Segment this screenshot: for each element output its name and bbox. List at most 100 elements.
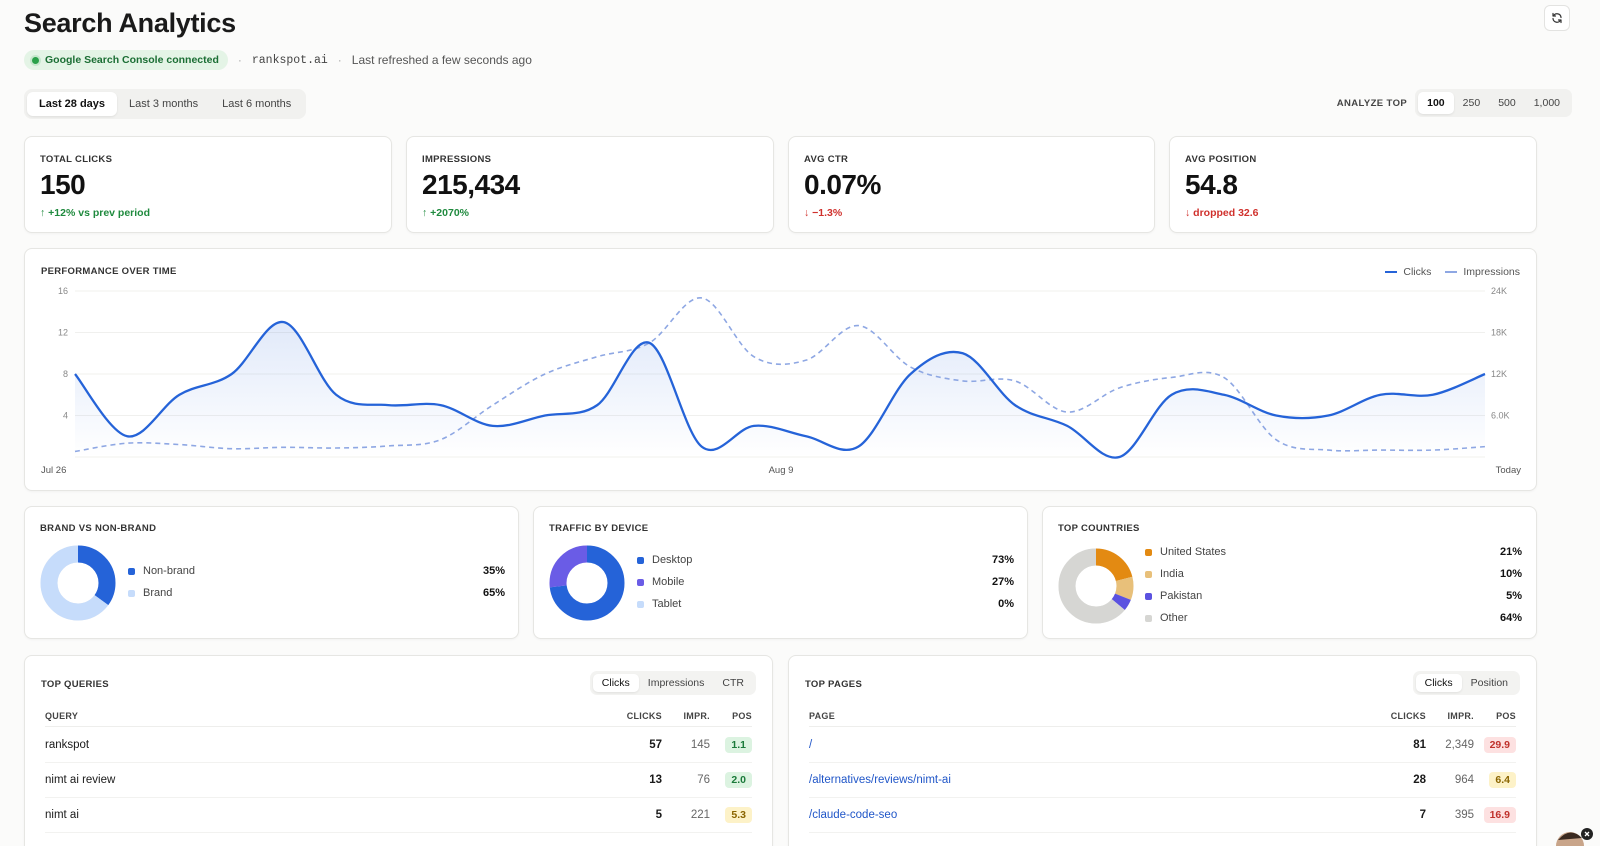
brand-legend: Non-brand 35% Brand 65% (128, 560, 505, 604)
clicks-area (75, 321, 1485, 458)
column-header-page[interactable]: PAGE (809, 711, 836, 721)
y-tick-label-left: 4 (63, 411, 68, 421)
kpi-card-impressions: IMPRESSIONS 215,434 ↑ +2070% (406, 136, 774, 233)
clicks-value: 7 (1419, 809, 1426, 821)
page-link[interactable]: /alternatives/reviews/nimt-ai (809, 774, 951, 786)
card-title: TOP QUERIES (41, 679, 109, 690)
column-header-pos[interactable]: POS (1496, 711, 1516, 721)
table-row[interactable]: / 81 2,349 29.9 (809, 728, 1516, 763)
donut-slice (40, 545, 116, 621)
y-tick-label-left: 16 (58, 286, 68, 296)
clicks-value: 28 (1413, 774, 1426, 786)
legend-label: Impressions (1463, 266, 1520, 278)
analyze-option-1000[interactable]: 1,000 (1533, 97, 1560, 109)
legend-item-impressions: Impressions (1445, 266, 1520, 278)
kpi-label: IMPRESSIONS (422, 154, 492, 165)
legend-percent: 0% (998, 598, 1014, 610)
column-header-impr[interactable]: IMPR. (683, 711, 710, 721)
refresh-icon (1552, 12, 1562, 24)
clicks-line (74, 320, 1486, 459)
legend-percent: 65% (482, 587, 505, 599)
analyze-top-label: ANALYZE TOP (1336, 97, 1408, 109)
chart-title: PERFORMANCE OVER TIME (41, 266, 177, 277)
legend-item-clicks: Clicks (1385, 266, 1431, 278)
countries-donut (1058, 548, 1134, 624)
support-avatar[interactable] (1554, 824, 1594, 846)
donut-slice (1058, 548, 1134, 624)
legend-row-brand: Brand 65% (128, 582, 505, 604)
table-row[interactable]: /alternatives/reviews/nimt-ai 28 964 6.4 (809, 763, 1516, 798)
gsc-status-label: Google Search Console connected (45, 54, 219, 66)
legend-label: Desktop (652, 554, 693, 566)
table-header: PAGE CLICKS IMPR. POS (809, 711, 1516, 727)
table-row[interactable]: /claude-code-seo 7 395 16.9 (809, 798, 1516, 833)
tab-last-3-months[interactable]: Last 3 months (129, 98, 199, 110)
legend-percent: 10% (1499, 568, 1522, 580)
legend-dot (1145, 592, 1152, 600)
column-header-clicks[interactable]: CLICKS (1390, 711, 1426, 721)
position-cell: 6.4 (1489, 763, 1516, 797)
kpi-card-avg-ctr: AVG CTR 0.07% ↓ −1.3% (788, 136, 1155, 233)
performance-chart-card: PERFORMANCE OVER TIME Clicks Impressions… (24, 248, 1537, 491)
donut-slice (549, 545, 625, 621)
impressions-value: 2,349 (1445, 739, 1474, 751)
query-text: rankspot (45, 739, 90, 751)
tab-impressions[interactable]: Impressions (647, 677, 705, 689)
legend-percent: 21% (1499, 546, 1522, 558)
analyze-option-250[interactable]: 250 (1462, 97, 1481, 109)
y-tick-label-left: 8 (63, 369, 68, 379)
position-cell: 5.3 (725, 798, 752, 832)
position-badge: 16.9 (1483, 807, 1516, 823)
avatar-icon (1556, 828, 1593, 846)
analyze-option-100[interactable]: 100 (1418, 92, 1454, 114)
legend-label: Non-brand (143, 565, 195, 577)
kpi-delta: ↓ −1.3% (804, 207, 843, 219)
y-tick-label-right: 6.0K (1491, 411, 1510, 421)
legend-label: Mobile (652, 576, 685, 588)
position-badge: 6.4 (1489, 772, 1516, 788)
legend-dot (1145, 548, 1152, 556)
top-queries-card: TOP QUERIES Clicks Impressions CTR QUERY… (24, 655, 773, 846)
column-header-query[interactable]: QUERY (45, 711, 79, 721)
column-header-pos[interactable]: POS (732, 711, 752, 721)
chart-legend: Clicks Impressions (1385, 266, 1520, 278)
y-tick-label-right: 18K (1491, 328, 1507, 338)
legend-percent: 73% (991, 554, 1014, 566)
column-header-clicks[interactable]: CLICKS (626, 711, 662, 721)
tab-position[interactable]: Position (1470, 677, 1508, 689)
page-link[interactable]: /claude-code-seo (809, 809, 898, 821)
column-header-impr[interactable]: IMPR. (1447, 711, 1474, 721)
table-row[interactable]: rankspot 57 145 1.1 (45, 728, 752, 763)
brand-card: BRAND VS NON-BRAND Non-brand 35% Brand 6… (24, 506, 519, 639)
dashed-line-icon (1445, 271, 1458, 273)
page-link[interactable]: / (809, 739, 813, 751)
legend-dot (637, 600, 644, 608)
analyze-option-500[interactable]: 500 (1498, 97, 1516, 109)
position-badge: 5.3 (725, 807, 752, 823)
impressions-value: 221 (690, 809, 710, 821)
legend-row-pakistan: Pakistan 5% (1145, 585, 1522, 607)
table-row[interactable]: nimt ai review 13 76 2.0 (45, 763, 752, 798)
separator: · (337, 53, 342, 67)
queries-sort-tabs: Clicks Impressions CTR (589, 671, 756, 695)
card-title: TOP PAGES (805, 679, 863, 690)
tab-clicks[interactable]: Clicks (592, 674, 639, 692)
tab-last-28-days[interactable]: Last 28 days (27, 92, 118, 116)
legend-percent: 35% (482, 565, 505, 577)
legend-dot (128, 589, 135, 597)
tab-clicks[interactable]: Clicks (1415, 674, 1462, 692)
card-title: TOP COUNTRIES (1058, 523, 1140, 534)
x-tick-label: Jul 26 (41, 465, 66, 476)
kpi-delta: ↑ +2070% (422, 207, 469, 219)
kpi-card-total-clicks: TOTAL CLICKS 150 ↑ +12% vs prev period (24, 136, 392, 233)
tab-last-6-months[interactable]: Last 6 months (222, 98, 292, 110)
date-range-tabs: Last 28 days Last 3 months Last 6 months (24, 89, 307, 119)
y-tick-label-right: 12K (1491, 369, 1507, 379)
tab-ctr[interactable]: CTR (722, 677, 744, 689)
x-tick-label: Aug 9 (769, 465, 794, 476)
donut-slice (1058, 548, 1134, 624)
table-row[interactable]: nimt ai 5 221 5.3 (45, 798, 752, 833)
legend-label: India (1160, 568, 1184, 580)
refresh-button[interactable] (1544, 5, 1570, 31)
legend-row-tablet: Tablet 0% (637, 593, 1014, 615)
